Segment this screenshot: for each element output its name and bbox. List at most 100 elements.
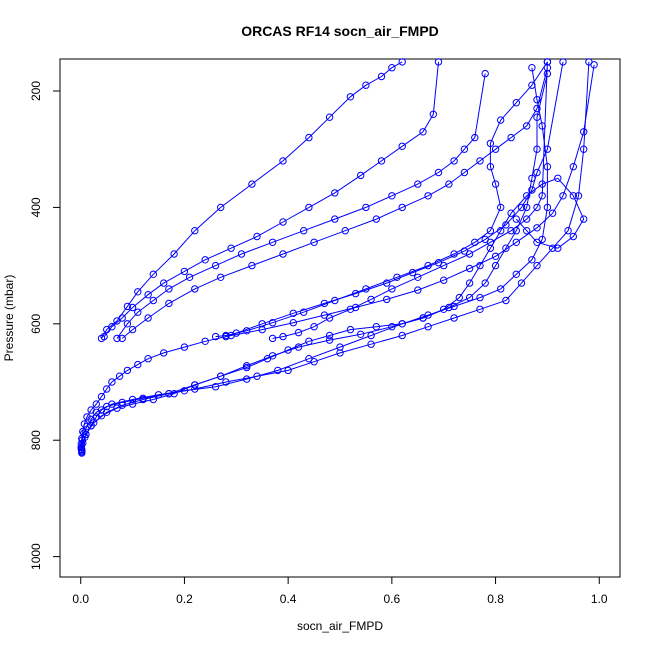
data-point <box>424 192 432 200</box>
data-point <box>580 145 588 153</box>
data-point <box>497 116 505 124</box>
data-point <box>523 203 531 212</box>
data-point <box>450 314 458 322</box>
series-line <box>81 73 548 450</box>
data-point <box>377 72 386 81</box>
data-point <box>331 215 339 223</box>
data-point <box>533 168 541 177</box>
data-point <box>528 64 536 72</box>
data-point <box>279 157 287 165</box>
data-point <box>160 349 168 357</box>
data-point <box>248 261 256 270</box>
data-point <box>486 139 495 148</box>
x-axis-label: socn_air_FMPD <box>297 619 383 633</box>
data-point <box>108 378 116 386</box>
data-point <box>134 360 142 369</box>
data-point <box>284 346 292 354</box>
data-point <box>103 385 111 393</box>
data-point <box>108 400 116 408</box>
data-point <box>533 203 541 212</box>
data-point <box>538 192 546 200</box>
data-point <box>434 58 443 66</box>
data-point <box>580 215 588 223</box>
data-point <box>543 203 552 212</box>
data-point <box>305 203 313 212</box>
data-point <box>253 372 261 380</box>
data-point <box>408 268 417 277</box>
data-point <box>294 328 303 337</box>
data-point <box>533 96 541 104</box>
data-point <box>533 261 541 270</box>
data-point <box>440 276 448 284</box>
data-point <box>491 180 500 188</box>
data-point <box>320 299 329 308</box>
data-point <box>377 157 386 165</box>
data-point <box>367 331 375 340</box>
data-point <box>414 180 422 188</box>
chart-title: ORCAS RF14 socn_air_FMPD <box>241 23 439 39</box>
data-point <box>123 366 132 375</box>
data-point <box>398 142 406 151</box>
data-point <box>414 286 422 294</box>
data-point <box>351 303 360 312</box>
data-point <box>554 174 562 183</box>
data-point <box>180 343 189 351</box>
data-point <box>569 232 577 241</box>
data-point <box>115 372 124 380</box>
data-point <box>331 296 339 305</box>
y-tick-label: 800 <box>29 430 43 450</box>
data-point <box>362 81 370 89</box>
data-point <box>284 366 292 375</box>
data-point <box>289 309 297 317</box>
y-axis: 200 400 600 800 1000 <box>29 81 61 570</box>
data-point <box>227 244 235 252</box>
data-point <box>398 58 406 66</box>
data-point <box>585 58 593 66</box>
series-line <box>215 61 548 338</box>
data-point <box>279 332 287 341</box>
data-point <box>217 273 225 281</box>
data-point <box>465 264 474 273</box>
data-point <box>512 215 520 223</box>
data-point <box>491 261 500 270</box>
series-6 <box>97 58 406 343</box>
y-tick-label: 400 <box>29 197 43 217</box>
data-point <box>533 145 541 153</box>
data-point <box>533 238 541 247</box>
data-point <box>97 392 106 401</box>
data-point <box>533 224 541 232</box>
data-point <box>149 395 158 404</box>
data-point <box>103 408 111 416</box>
data-point <box>336 349 344 357</box>
data-point <box>346 325 355 334</box>
data-point <box>383 295 391 304</box>
data-point <box>528 81 536 89</box>
data-point <box>268 238 277 247</box>
data-point <box>486 227 495 235</box>
data-point <box>429 110 437 119</box>
data-point <box>289 319 297 327</box>
data-point <box>357 330 365 338</box>
data-point <box>476 293 484 302</box>
data-point <box>300 308 308 316</box>
series-line <box>272 61 548 339</box>
data-point <box>398 331 406 340</box>
series-9 <box>118 64 552 343</box>
data-point <box>300 227 308 235</box>
series-10 <box>211 58 552 341</box>
data-point <box>450 157 458 165</box>
data-point <box>512 238 520 247</box>
series-line <box>225 61 564 338</box>
data-point <box>481 279 489 287</box>
data-point <box>211 261 220 270</box>
data-point <box>222 378 230 386</box>
data-point <box>465 250 474 258</box>
data-point <box>305 337 313 345</box>
data-point <box>398 203 406 212</box>
data-point <box>460 168 469 177</box>
data-point <box>144 355 152 363</box>
data-point <box>144 314 152 322</box>
data-point <box>548 244 557 252</box>
data-point <box>268 334 277 343</box>
data-point <box>398 320 406 328</box>
